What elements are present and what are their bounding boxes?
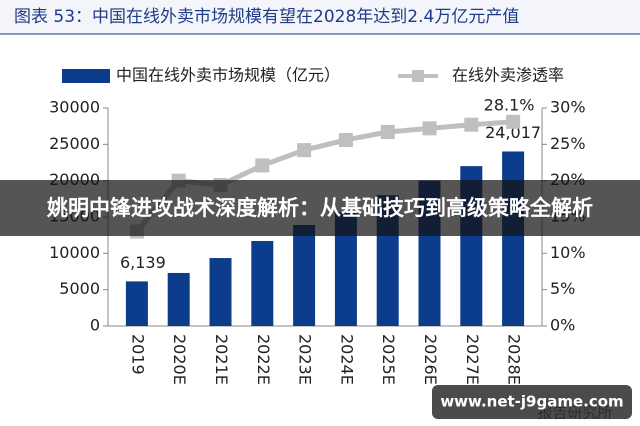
x-tick-label: 2028E bbox=[505, 334, 524, 385]
data-label: 24,017 bbox=[485, 123, 541, 142]
legend-label: 在线外卖渗透率 bbox=[452, 66, 564, 85]
banner-bg bbox=[0, 180, 640, 236]
bar bbox=[251, 240, 274, 326]
y2-tick-label: 5% bbox=[550, 279, 575, 298]
bar bbox=[209, 258, 232, 326]
bar bbox=[293, 224, 316, 326]
line-marker bbox=[506, 114, 521, 129]
title-bar bbox=[0, 0, 640, 34]
line-marker bbox=[338, 132, 353, 147]
line-marker bbox=[464, 117, 479, 132]
line-marker bbox=[380, 124, 395, 139]
line-marker bbox=[422, 121, 437, 136]
y-tick-label: 10000 bbox=[49, 243, 100, 262]
y2-tick-label: 10% bbox=[550, 243, 586, 262]
watermark-bg bbox=[432, 385, 632, 419]
y2-tick-label: 30% bbox=[550, 98, 586, 117]
y-tick-label: 30000 bbox=[49, 98, 100, 117]
bar bbox=[167, 272, 190, 326]
x-tick-label: 2026E bbox=[421, 334, 440, 385]
banner-text: 姚明中锋进攻战术深度解析：从基础技巧到高级策略全解析 bbox=[46, 196, 593, 220]
x-tick-label: 2022E bbox=[254, 334, 273, 385]
chart-title: 图表 53：中国在线外卖市场规模有望在2028年达到2.4万亿元产值 bbox=[14, 7, 519, 27]
watermark-text: www.net-j9game.com bbox=[440, 393, 623, 411]
legend-swatch bbox=[62, 69, 110, 83]
bar bbox=[334, 211, 357, 326]
legend-label: 中国在线外卖市场规模（亿元） bbox=[116, 66, 340, 85]
y2-tick-label: 0% bbox=[550, 316, 575, 335]
bar bbox=[502, 151, 525, 326]
y-tick-label: 25000 bbox=[49, 134, 100, 153]
y-tick-label: 5000 bbox=[59, 279, 100, 298]
x-tick-label: 2020E bbox=[170, 334, 189, 385]
x-tick-label: 2023E bbox=[296, 334, 315, 385]
x-tick-label: 2024E bbox=[337, 334, 356, 385]
y-tick-label: 0 bbox=[90, 316, 100, 335]
x-tick-label: 2021E bbox=[212, 334, 231, 385]
line-marker bbox=[255, 158, 270, 173]
x-tick-label: 2019 bbox=[128, 334, 147, 375]
x-tick-label: 2027E bbox=[463, 334, 482, 385]
data-label: 6,139 bbox=[120, 253, 166, 272]
data-label: 28.1% bbox=[484, 95, 535, 114]
line-marker bbox=[297, 143, 312, 158]
bar bbox=[125, 281, 148, 326]
x-tick-label: 2025E bbox=[379, 334, 398, 385]
legend-marker bbox=[412, 70, 424, 82]
y2-tick-label: 25% bbox=[550, 134, 586, 153]
